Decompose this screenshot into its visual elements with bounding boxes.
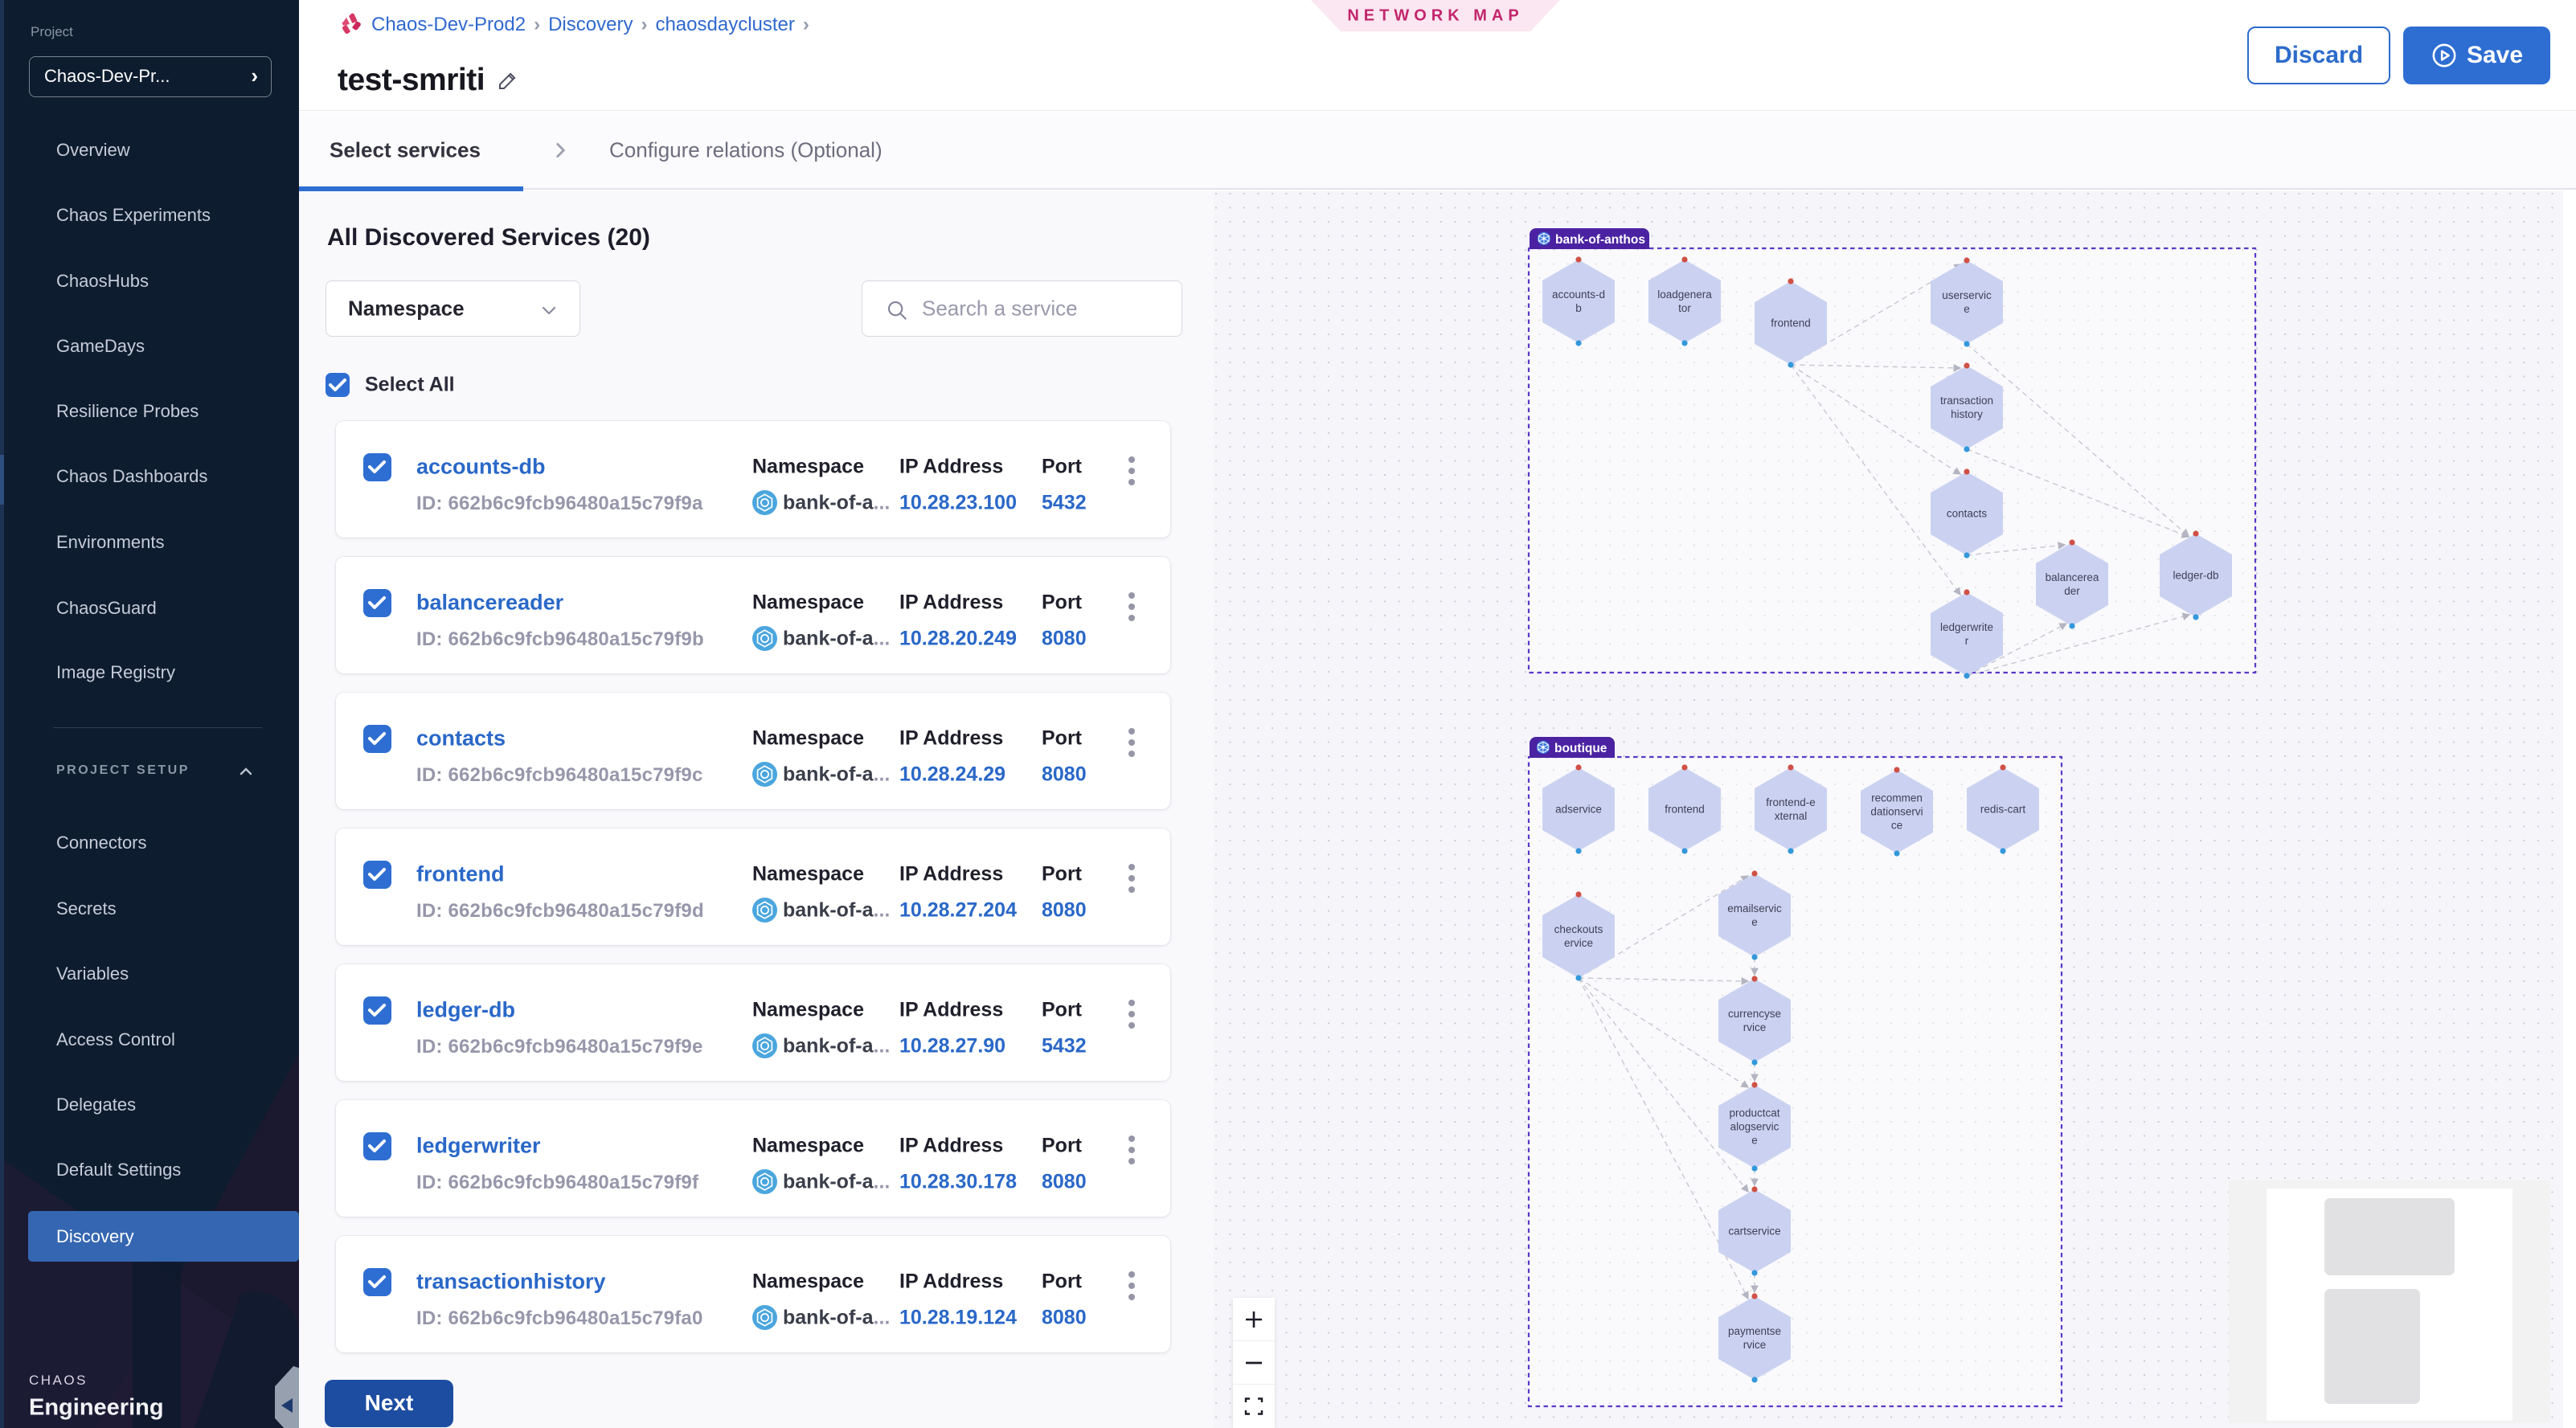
svg-text:bank-of-anthos: bank-of-anthos xyxy=(1555,233,1645,247)
svg-text:balancereader: balancerea der xyxy=(2046,571,2099,597)
svg-text:transactionhistory: transaction history xyxy=(1940,395,1993,420)
svg-text:adservice: adservice xyxy=(1555,803,1602,815)
svg-text:boutique: boutique xyxy=(1554,742,1607,755)
svg-text:cartservice: cartservice xyxy=(1728,1225,1780,1237)
svg-text:ledgerwriter: ledgerwrite r xyxy=(1940,621,1993,647)
svg-text:accounts-db: accounts-d b xyxy=(1552,288,1605,314)
svg-text:frontend: frontend xyxy=(1665,803,1705,815)
svg-text:ledger-db: ledger-db xyxy=(2173,569,2218,581)
svg-text:redis-cart: redis-cart xyxy=(1980,803,2026,815)
svg-text:contacts: contacts xyxy=(1947,507,1988,519)
svg-text:frontend: frontend xyxy=(1771,317,1811,329)
